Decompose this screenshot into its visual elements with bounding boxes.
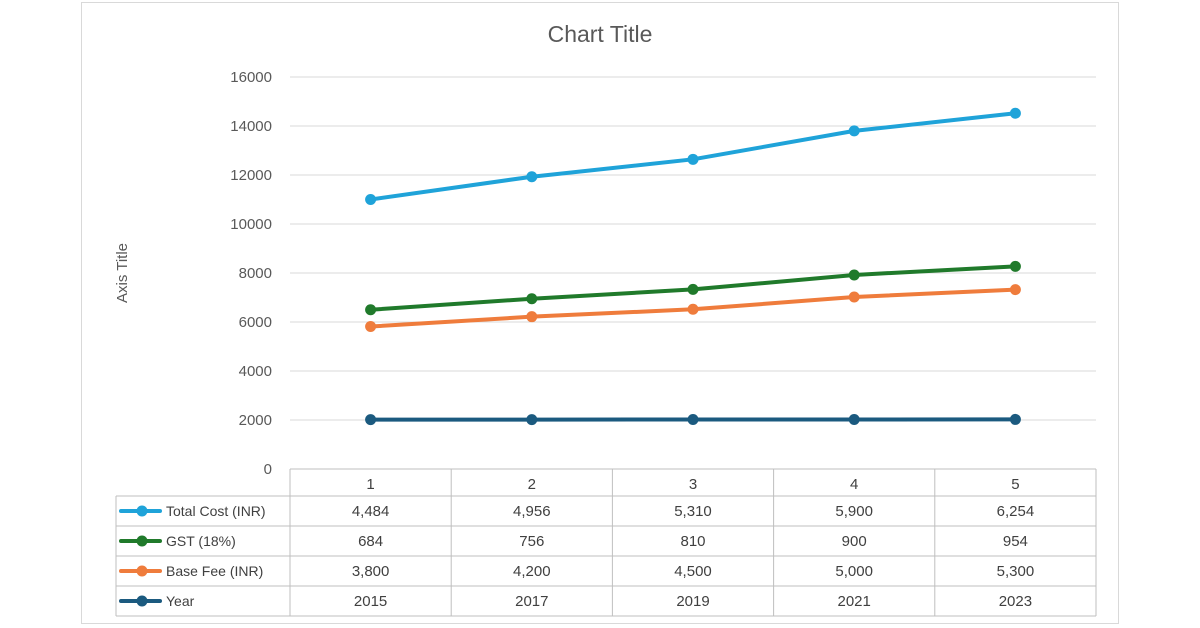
table-cell: 2015 bbox=[354, 593, 387, 610]
table-cell: 2021 bbox=[838, 593, 871, 610]
table-cell: 2019 bbox=[676, 593, 709, 610]
y-tick-label: 6000 bbox=[239, 314, 272, 331]
table-cell: 3,800 bbox=[352, 563, 390, 580]
legend-key-marker bbox=[136, 565, 148, 577]
legend-key-marker bbox=[136, 505, 148, 517]
table-cell: 2017 bbox=[515, 593, 548, 610]
table-cell: 756 bbox=[519, 533, 544, 550]
data-point bbox=[365, 194, 377, 205]
data-point bbox=[365, 414, 377, 426]
category-label: 2 bbox=[528, 476, 536, 493]
data-point bbox=[1009, 107, 1021, 119]
data-point bbox=[848, 291, 860, 303]
data-point bbox=[1009, 260, 1021, 272]
y-tick-label: 14000 bbox=[230, 118, 272, 135]
table-cell: 4,956 bbox=[513, 503, 551, 520]
legend-key-marker bbox=[136, 535, 148, 547]
table-cell: 900 bbox=[842, 533, 867, 550]
y-tick-label: 10000 bbox=[230, 216, 272, 233]
table-cell: 5,900 bbox=[835, 503, 873, 520]
y-axis-ticks: 0 2000 4000 6000 8000 10000 12000 14000 16000 bbox=[230, 69, 272, 478]
data-point bbox=[687, 283, 699, 295]
series-3 bbox=[365, 413, 1021, 426]
series-0 bbox=[365, 107, 1021, 205]
table-cell: 810 bbox=[680, 533, 705, 550]
data-point bbox=[365, 304, 377, 316]
y-axis-title: Axis Title bbox=[114, 243, 131, 303]
table-cell: 4,200 bbox=[513, 563, 551, 580]
series-name: Base Fee (INR) bbox=[166, 563, 263, 579]
data-point bbox=[687, 303, 699, 315]
chart-title: Chart Title bbox=[548, 21, 653, 47]
series-name: Year bbox=[166, 593, 195, 609]
table-cell: 5,310 bbox=[674, 503, 712, 520]
data-point bbox=[687, 414, 699, 426]
y-tick-label: 2000 bbox=[239, 412, 272, 429]
gridlines bbox=[290, 76, 1096, 470]
series-name: GST (18%) bbox=[166, 533, 236, 549]
series-name: Total Cost (INR) bbox=[166, 503, 266, 519]
data-point bbox=[1009, 284, 1021, 296]
data-table: 1 2 3 4 5 Total Cost (INR) 4,484 4,956 5,310 5,90… bbox=[115, 468, 1097, 617]
y-tick-label: 12000 bbox=[230, 167, 272, 184]
data-point bbox=[526, 171, 538, 183]
category-label: 5 bbox=[1011, 476, 1019, 493]
table-cell: 4,484 bbox=[352, 503, 390, 520]
data-point bbox=[526, 293, 538, 305]
y-tick-label: 16000 bbox=[230, 69, 272, 86]
legend-key-marker bbox=[136, 595, 148, 607]
category-label: 3 bbox=[689, 476, 697, 493]
data-point bbox=[848, 125, 860, 137]
table-cell: 5,300 bbox=[997, 563, 1035, 580]
data-point bbox=[848, 413, 860, 425]
table-cell: 5,000 bbox=[835, 563, 873, 580]
data-point bbox=[848, 269, 860, 281]
category-label: 4 bbox=[850, 476, 858, 493]
data-point bbox=[687, 153, 699, 165]
y-tick-label: 4000 bbox=[239, 363, 272, 380]
table-cell: 954 bbox=[1003, 533, 1028, 550]
data-point bbox=[526, 414, 538, 426]
table-cell: 6,254 bbox=[997, 503, 1035, 520]
data-point bbox=[1009, 413, 1021, 425]
data-point bbox=[526, 311, 538, 323]
series-1 bbox=[365, 260, 1021, 316]
table-cell: 4,500 bbox=[674, 563, 712, 580]
table-cell: 684 bbox=[358, 533, 383, 550]
series-2 bbox=[365, 284, 1021, 333]
y-tick-label: 8000 bbox=[239, 265, 272, 282]
y-tick-label: 0 bbox=[264, 461, 272, 478]
category-label: 1 bbox=[366, 476, 374, 493]
table-cell: 2023 bbox=[999, 593, 1032, 610]
series-lines bbox=[365, 107, 1021, 426]
data-point bbox=[365, 321, 377, 333]
